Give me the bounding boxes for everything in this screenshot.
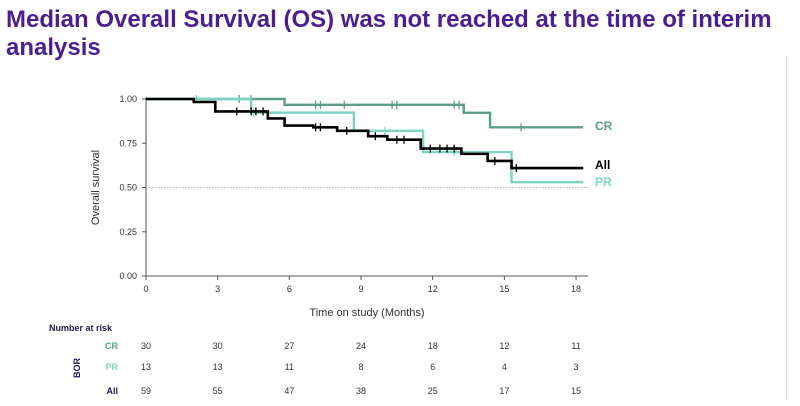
risk-cell-pr: 11 — [285, 362, 294, 372]
slide-frame-border — [786, 56, 787, 400]
y-tick-label: 0.75 — [119, 138, 137, 148]
risk-cell-cr: 27 — [284, 341, 294, 351]
risk-cell-cr: 30 — [213, 341, 223, 351]
km-curve-cr — [146, 97, 584, 129]
risk-row-label-all: All — [106, 386, 118, 396]
y-tick-label: 1.00 — [119, 94, 137, 104]
y-tick-label: 0.00 — [119, 271, 137, 281]
risk-row-label-cr: CR — [105, 341, 118, 351]
risk-cell-all: 59 — [141, 386, 151, 396]
risk-cell-all: 38 — [356, 386, 366, 396]
risk-cell-cr: 11 — [571, 341, 580, 351]
risk-row-label-pr: PR — [105, 362, 118, 372]
risk-cell-all: 55 — [213, 386, 223, 396]
risk-cell-cr: 24 — [356, 341, 366, 351]
chart-axes: 0 3 6 9 12 15 18 0.00 0.25 0.50 0.75 1.00 Time on st… — [90, 94, 588, 319]
km-curve-all — [146, 97, 584, 170]
risk-cell-all: 17 — [499, 386, 509, 396]
slide-title-line-2: analysis — [6, 34, 101, 61]
risk-cell-cr: 12 — [499, 341, 509, 351]
x-tick-label: 12 — [428, 284, 438, 294]
x-axis-title: Time on study (Months) — [309, 307, 424, 319]
series-label-pr: PR — [595, 175, 612, 189]
slide-title-line-1: Median Overall Survival (OS) was not rea… — [6, 6, 772, 33]
risk-cell-cr: 30 — [141, 341, 151, 351]
risk-cell-all: 47 — [284, 386, 294, 396]
slide-title: Median Overall Survival (OS) was not rea… — [6, 6, 796, 62]
risk-cell-pr: 4 — [502, 362, 507, 372]
risk-group-label: BOR — [72, 358, 82, 379]
y-tick-label: 0.25 — [119, 227, 137, 237]
y-axis-title: Overall survival — [90, 150, 102, 225]
risk-table: Number at risk BOR CR 30 30 27 24 18 12 11 PR 13 13 1… — [49, 323, 581, 396]
risk-cell-all: 25 — [428, 386, 438, 396]
x-tick-label: 0 — [143, 284, 148, 294]
risk-table-title: Number at risk — [49, 323, 113, 333]
risk-cell-pr: 3 — [574, 362, 579, 372]
x-tick-label: 3 — [215, 284, 220, 294]
risk-cell-pr: 6 — [430, 362, 435, 372]
x-tick-label: 18 — [571, 284, 581, 294]
x-tick-label: 6 — [287, 284, 292, 294]
risk-cell-all: 15 — [571, 386, 581, 396]
risk-cell-cr: 18 — [428, 341, 438, 351]
series-label-all: All — [595, 158, 610, 172]
risk-cell-pr: 8 — [359, 362, 364, 372]
series-label-cr: CR — [595, 119, 613, 133]
x-tick-label: 15 — [499, 284, 509, 294]
chart-curves: CR PR All — [146, 95, 613, 189]
y-tick-label: 0.50 — [119, 183, 137, 193]
risk-cell-pr: 13 — [213, 362, 223, 372]
km-curve-pr — [146, 97, 584, 184]
risk-cell-pr: 13 — [141, 362, 151, 372]
x-tick-label: 9 — [359, 284, 364, 294]
